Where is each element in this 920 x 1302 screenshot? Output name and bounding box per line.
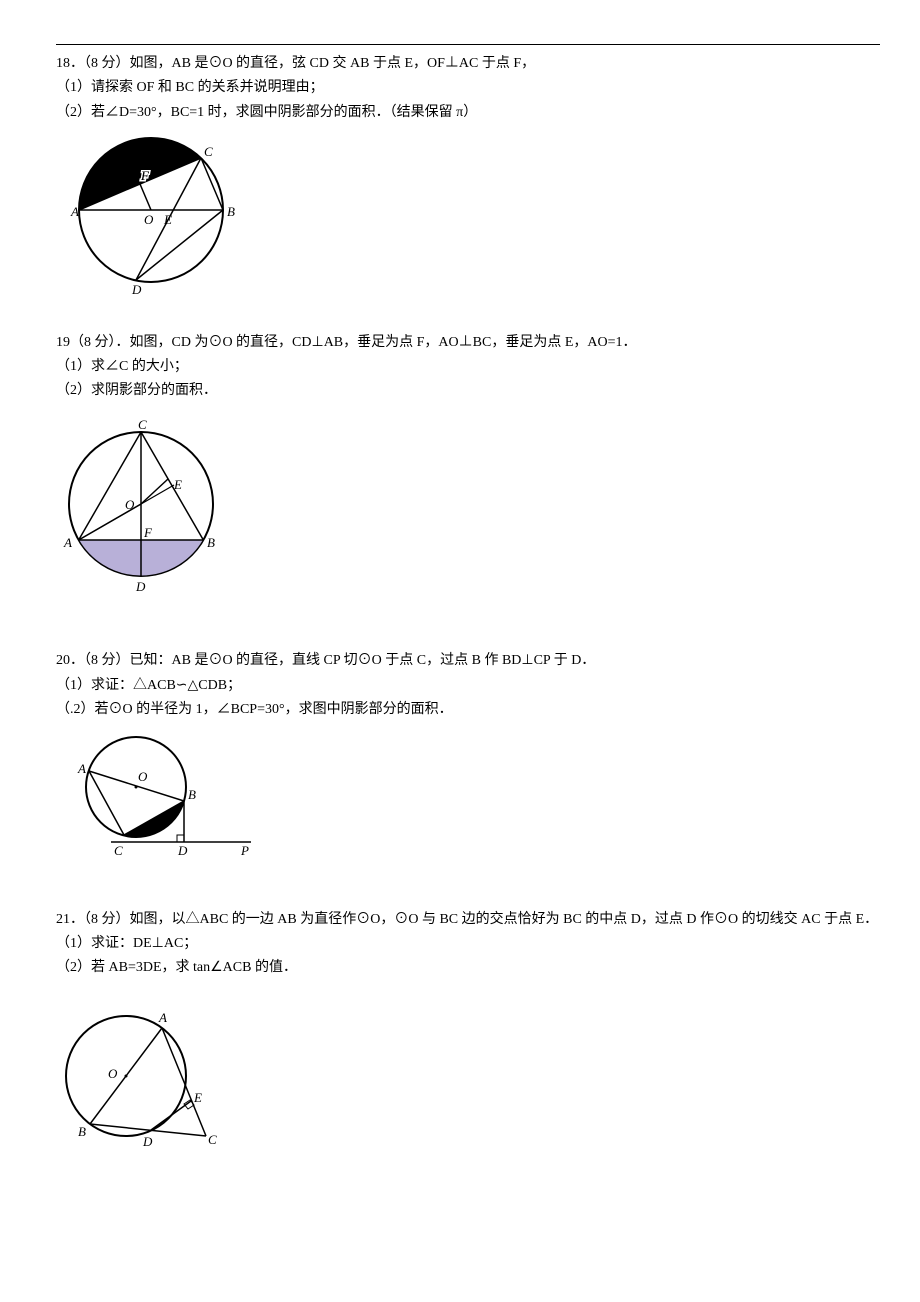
svg-text:C: C — [138, 417, 147, 432]
circle-diagram-icon: A B C D P O — [56, 727, 256, 872]
svg-text:B: B — [207, 535, 215, 550]
problem-18: 18．（8 分）如图，AB 是⊙O 的直径，弦 CD 交 AB 于点 E，OF⊥… — [56, 53, 880, 304]
problem-20-part2: （.2）若⊙O 的半径为 1，∠BCP=30°，求图中阴影部分的面积． — [56, 699, 880, 721]
problem-points: （8 分）． — [70, 335, 130, 350]
svg-text:O: O — [138, 769, 148, 784]
problem-21-part1: （1）求证：DE⊥AC； — [56, 933, 880, 955]
problem-stem-text: 如图，CD 为⊙O 的直径，CD⊥AB，垂足为点 F，AO⊥BC，垂足为点 E，… — [130, 335, 637, 350]
top-rule — [56, 44, 880, 45]
svg-text:E: E — [193, 1090, 202, 1105]
problem-stem-text: 如图，AB 是⊙O 的直径，弦 CD 交 AB 于点 E，OF⊥AC 于点 F， — [130, 56, 536, 71]
circle-diagram-icon: C A B D O E F — [56, 409, 226, 614]
problem-20-part1: （1）求证：△ACB∽△CDB； — [56, 675, 880, 697]
svg-text:C: C — [114, 843, 123, 858]
page-container: 18．（8 分）如图，AB 是⊙O 的直径，弦 CD 交 AB 于点 E，OF⊥… — [0, 0, 920, 1237]
svg-text:F: F — [140, 168, 150, 183]
circle-diagram-icon: A B C D E O F F — [56, 130, 246, 295]
svg-text:B: B — [188, 787, 196, 802]
svg-text:A: A — [70, 204, 79, 219]
problem-18-part1: （1）请探索 OF 和 BC 的关系并说明理由； — [56, 77, 880, 99]
problem-18-part2: （2）若∠D=30°，BC=1 时，求圆中阴影部分的面积．（结果保留 π） — [56, 102, 880, 124]
problem-21-figure: A B C D E O — [56, 986, 880, 1169]
svg-text:B: B — [227, 204, 235, 219]
svg-text:D: D — [135, 579, 146, 594]
problem-20-stem: 20．（8 分）已知：AB 是⊙O 的直径，直线 CP 切⊙O 于点 C，过点 … — [56, 650, 880, 672]
problem-19-part1: （1）求∠C 的大小； — [56, 356, 880, 378]
svg-text:O: O — [125, 497, 135, 512]
svg-text:D: D — [177, 843, 188, 858]
problem-number: 18 — [56, 56, 70, 71]
svg-text:P: P — [240, 843, 249, 858]
svg-text:O: O — [108, 1066, 118, 1081]
svg-text:D: D — [142, 1134, 153, 1149]
problem-number: 19 — [56, 335, 70, 350]
problem-18-stem: 18．（8 分）如图，AB 是⊙O 的直径，弦 CD 交 AB 于点 E，OF⊥… — [56, 53, 880, 75]
problem-19-figure: C A B D O E F — [56, 409, 880, 622]
svg-text:C: C — [204, 144, 213, 159]
problem-stem-text: 如图，以△ABC 的一边 AB 为直径作⊙O，⊙O 与 BC 边的交点恰好为 B… — [130, 912, 879, 927]
problem-stem-text: 已知：AB 是⊙O 的直径，直线 CP 切⊙O 于点 C，过点 B 作 BD⊥C… — [130, 653, 596, 668]
svg-text:B: B — [78, 1124, 86, 1139]
svg-text:A: A — [63, 535, 72, 550]
problem-points: （8 分） — [84, 653, 130, 668]
problem-18-figure: A B C D E O F F — [56, 130, 880, 303]
problem-20-figure: A B C D P O — [56, 727, 880, 880]
problem-points: （8 分） — [84, 56, 130, 71]
svg-text:D: D — [131, 282, 142, 295]
circle-diagram-icon: A B C D E O — [56, 986, 226, 1161]
svg-text:C: C — [208, 1132, 217, 1147]
problem-19: 19（8 分）．如图，CD 为⊙O 的直径，CD⊥AB，垂足为点 F，AO⊥BC… — [56, 332, 880, 623]
problem-21-part2: （2）若 AB=3DE，求 tan∠ACB 的值． — [56, 957, 880, 979]
svg-text:A: A — [77, 761, 86, 776]
problem-21-stem: 21．（8 分）如图，以△ABC 的一边 AB 为直径作⊙O，⊙O 与 BC 边… — [56, 909, 880, 931]
problem-21: 21．（8 分）如图，以△ABC 的一边 AB 为直径作⊙O，⊙O 与 BC 边… — [56, 909, 880, 1170]
problem-20: 20．（8 分）已知：AB 是⊙O 的直径，直线 CP 切⊙O 于点 C，过点 … — [56, 650, 880, 881]
problem-19-stem: 19（8 分）．如图，CD 为⊙O 的直径，CD⊥AB，垂足为点 F，AO⊥BC… — [56, 332, 880, 354]
problem-19-part2: （2）求阴影部分的面积． — [56, 380, 880, 402]
svg-text:F: F — [143, 525, 153, 540]
svg-text:E: E — [173, 477, 182, 492]
problem-number: 21 — [56, 912, 70, 927]
svg-text:A: A — [158, 1010, 167, 1025]
problem-points: （8 分） — [84, 912, 130, 927]
svg-text:O: O — [144, 212, 154, 227]
svg-text:E: E — [163, 212, 172, 227]
problem-number: 20 — [56, 653, 70, 668]
